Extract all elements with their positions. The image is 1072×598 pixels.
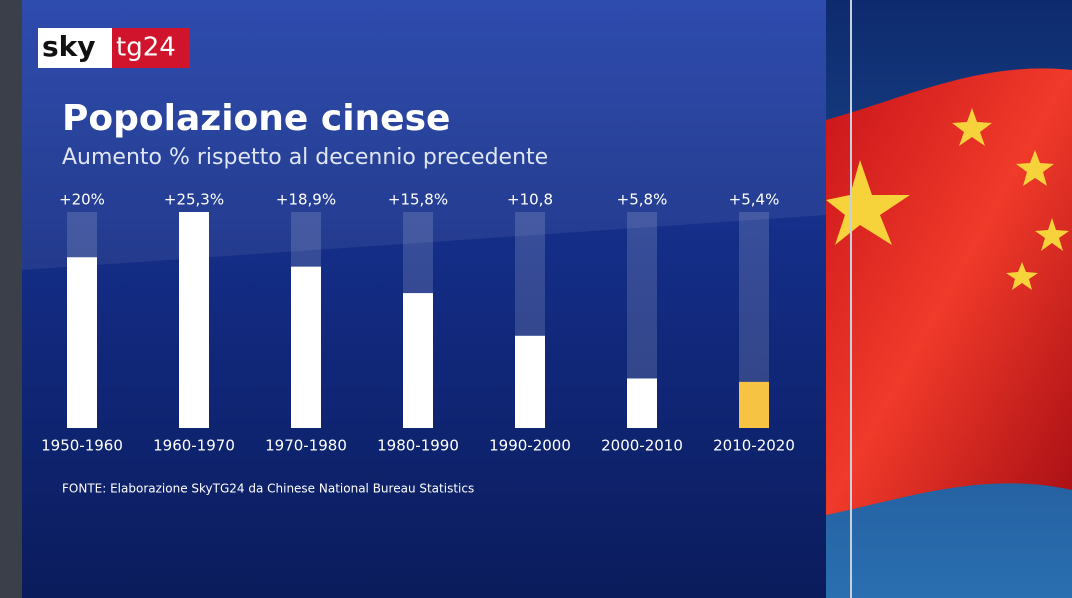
bar [403,293,433,428]
x-tick-label: 1960-1970 [153,437,235,455]
x-tick-label: 1950-1960 [41,437,123,455]
x-tick-label: 2010-2020 [713,437,795,455]
light-band [22,0,826,270]
logo-tg24: tg24 [116,33,176,63]
value-label: +25,3% [164,191,224,209]
value-label: +15,8% [388,191,448,209]
value-label: +18,9% [276,191,336,209]
x-tick-label: 2000-2010 [601,437,683,455]
bar [739,381,769,428]
logo-sky: sky [42,30,96,63]
x-tick-label: 1990-2000 [489,437,571,455]
value-label: +5,8% [617,191,668,209]
value-label: +5,4% [729,191,780,209]
logo-red [112,28,190,68]
value-label: +10,8 [507,191,553,209]
left-strip [0,0,22,598]
chart-subtitle: Aumento % rispetto al decennio precedent… [62,145,548,170]
bar [67,257,97,428]
flag [826,68,1072,515]
flag-stars [826,108,1069,290]
bar [291,266,321,428]
chart-title: Popolazione cinese [62,98,450,139]
bar [179,212,209,428]
x-tick-label: 1980-1990 [377,437,459,455]
value-label: +20% [59,191,105,209]
bar [627,378,657,428]
source: FONTE: Elaborazione SkyTG24 da Chinese N… [62,482,474,496]
bar [515,335,545,428]
x-tick-label: 1970-1980 [265,437,347,455]
